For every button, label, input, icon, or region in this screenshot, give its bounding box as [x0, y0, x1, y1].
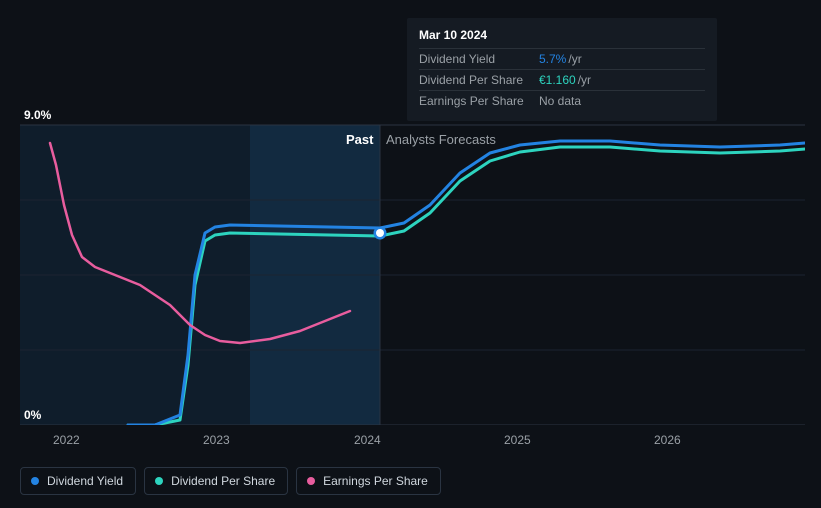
- legend-label: Earnings Per Share: [323, 474, 428, 488]
- legend-item[interactable]: Dividend Yield: [20, 467, 136, 495]
- tooltip-row: Dividend Yield5.7%/yr: [419, 48, 705, 69]
- past-label: Past: [346, 132, 373, 147]
- tooltip-row-value: 5.7%: [539, 52, 566, 66]
- x-axis-label: 2022: [53, 433, 80, 447]
- tooltip-row: Dividend Per Share€1.160/yr: [419, 69, 705, 90]
- legend-item[interactable]: Dividend Per Share: [144, 467, 288, 495]
- chart-svg: [20, 105, 805, 425]
- tooltip-row-value: No data: [539, 94, 581, 108]
- chart-legend: Dividend Yield Dividend Per Share Earnings…: [20, 467, 441, 495]
- x-axis-label: 2024: [354, 433, 381, 447]
- x-axis-label: 2026: [654, 433, 681, 447]
- y-axis-bottom-label: 0%: [24, 408, 41, 422]
- legend-dot-icon: [155, 477, 163, 485]
- legend-dot-icon: [31, 477, 39, 485]
- legend-label: Dividend Per Share: [171, 474, 275, 488]
- chart-plot: [20, 105, 805, 425]
- legend-dot-icon: [307, 477, 315, 485]
- tooltip-row-label: Earnings Per Share: [419, 94, 539, 108]
- tooltip-row-suffix: /yr: [568, 52, 581, 66]
- forecast-label: Analysts Forecasts: [386, 132, 496, 147]
- tooltip-row-value: €1.160: [539, 73, 576, 87]
- tooltip-row-label: Dividend Yield: [419, 52, 539, 66]
- tooltip-row: Earnings Per ShareNo data: [419, 90, 705, 111]
- x-axis-label: 2025: [504, 433, 531, 447]
- chart-tooltip: Mar 10 2024 Dividend Yield5.7%/yrDividen…: [407, 18, 717, 121]
- legend-item[interactable]: Earnings Per Share: [296, 467, 441, 495]
- tooltip-date: Mar 10 2024: [419, 28, 705, 48]
- tooltip-row-suffix: /yr: [578, 73, 591, 87]
- x-axis-label: 2023: [203, 433, 230, 447]
- legend-label: Dividend Yield: [47, 474, 123, 488]
- tooltip-row-label: Dividend Per Share: [419, 73, 539, 87]
- y-axis-top-label: 9.0%: [24, 108, 51, 122]
